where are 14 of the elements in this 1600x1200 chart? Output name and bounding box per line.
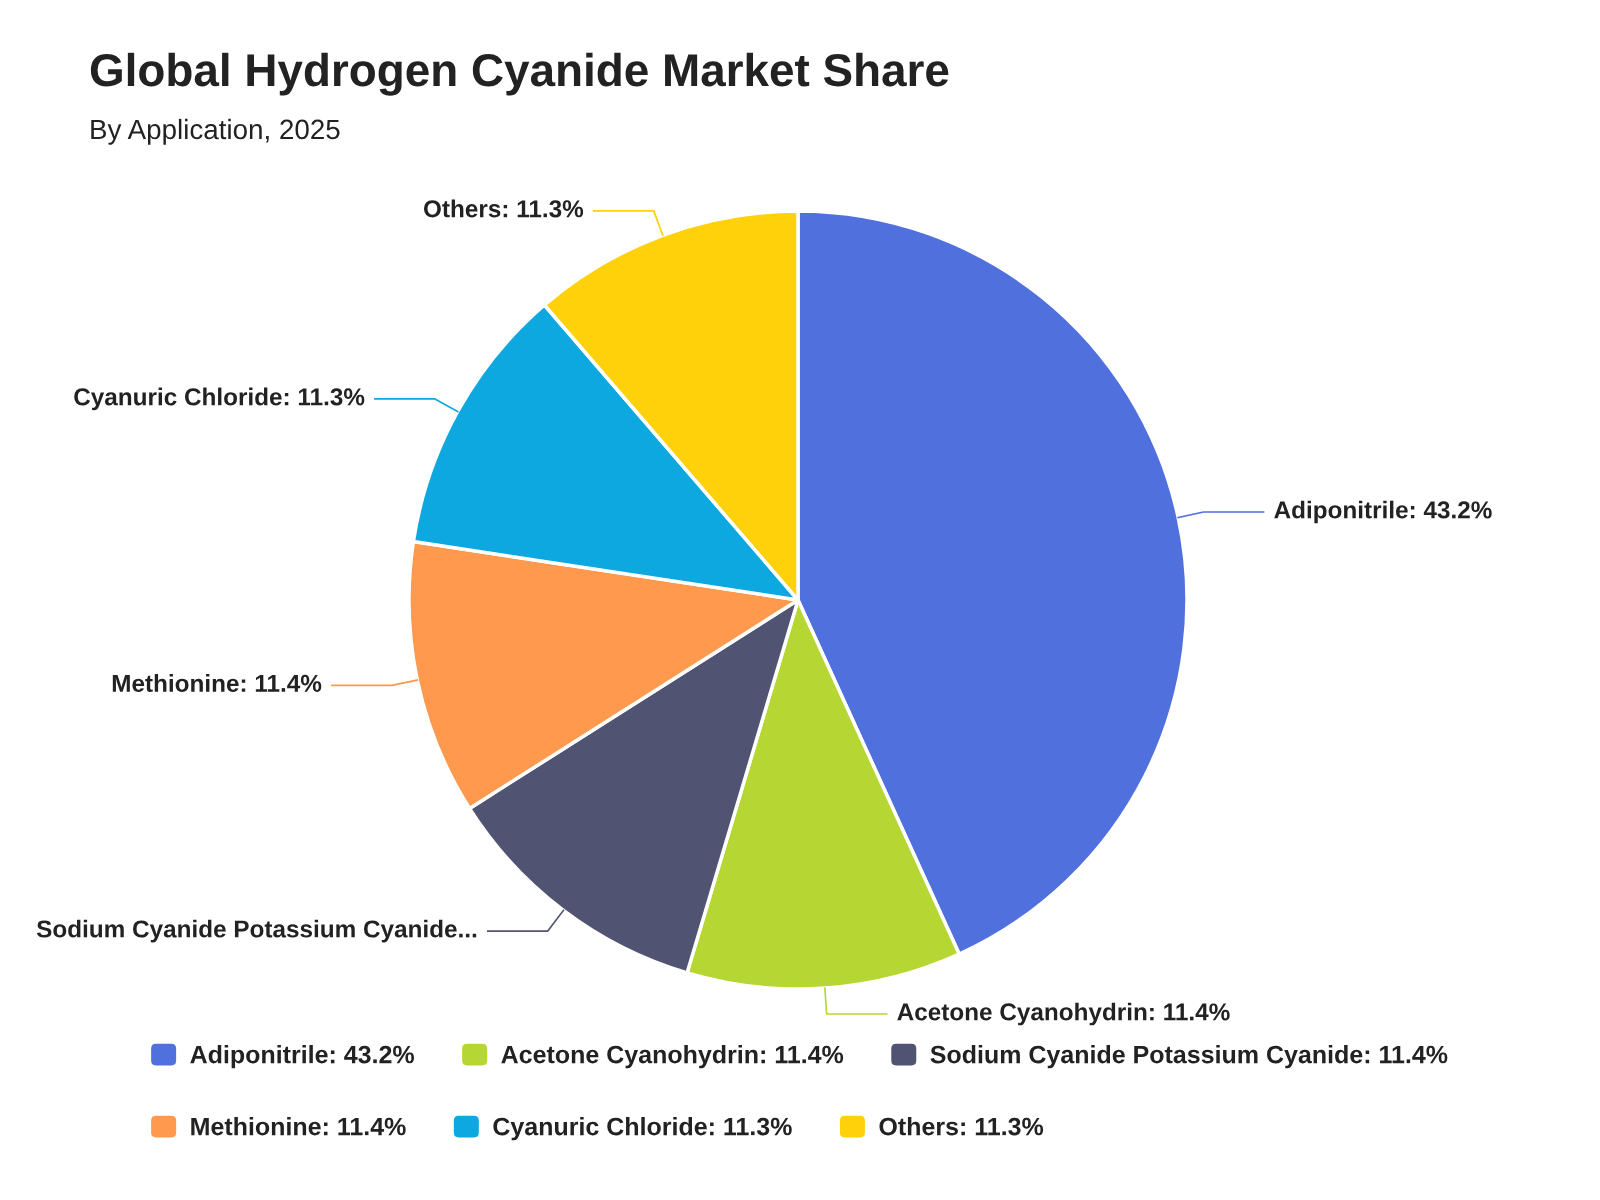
legend-label: Adiponitrile: 43.2% <box>190 1045 414 1069</box>
legend-label: Cyanuric Chloride: 11.3% <box>493 1117 792 1141</box>
legend-label: Sodium Cyanide Potassium Cyanide: 11.4% <box>930 1045 1448 1069</box>
data-label: Sodium Cyanide Potassium Cyanide... <box>36 919 477 943</box>
data-label: Methionine: 11.4% <box>112 674 322 692</box>
legend-label: Others: 11.3% <box>879 1117 1044 1136</box>
legend-label: Acetone Cyanohydrin: 11.4% <box>501 1045 844 1069</box>
data-label: Cyanuric Chloride: 11.3% <box>74 387 365 411</box>
chart-subtitle: By Application, 2025 <box>91 118 340 145</box>
chart-title: Global Hydrogen Cyanide Market Share <box>90 52 949 96</box>
data-label: Others: 11.3% <box>423 199 584 218</box>
data-label: Acetone Cyanohydrin: 11.4% <box>897 1002 1230 1026</box>
data-label: Adiponitrile: 43.2% <box>1274 500 1492 524</box>
legend-label: Methionine: 11.4% <box>191 1117 406 1136</box>
